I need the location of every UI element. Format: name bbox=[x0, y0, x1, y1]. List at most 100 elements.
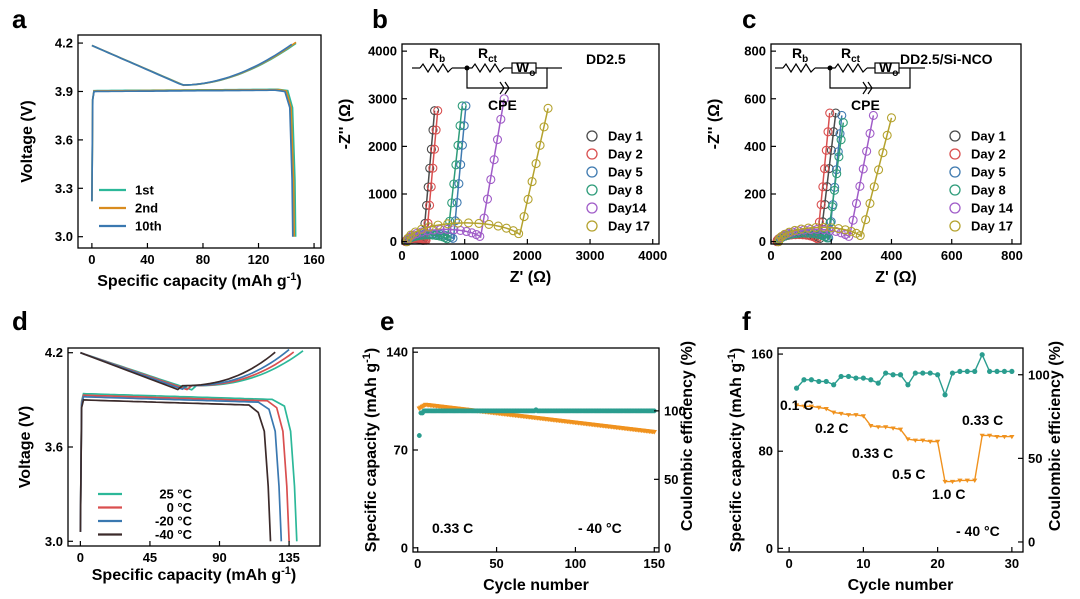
series-point-Day 8 bbox=[832, 169, 842, 179]
y2-tick-label: 0 bbox=[1028, 534, 1035, 549]
series-point-Day 2 bbox=[816, 200, 826, 210]
label-main: W bbox=[879, 59, 893, 75]
series-point-Day 17 bbox=[433, 220, 443, 230]
plot-frame bbox=[67, 347, 321, 547]
x-axis-label: Specific capacity (mAh g-1) bbox=[92, 565, 297, 584]
circuit-label-wo: Wo bbox=[879, 59, 898, 79]
y-axis-label: Specific capacity (mAh g-1) bbox=[361, 348, 380, 553]
y-tick-label: 3000 bbox=[368, 91, 397, 106]
efficiency-point bbox=[860, 375, 866, 381]
legend-label: Day 8 bbox=[608, 183, 643, 198]
panel-label-c: c bbox=[742, 4, 756, 34]
y-axis-label-main: Voltage (V) bbox=[17, 406, 34, 488]
series-point-Day 2 bbox=[428, 163, 438, 173]
legend-marker bbox=[949, 202, 961, 214]
circuit-resistor-rct bbox=[467, 62, 505, 74]
rate-label: 0.2 C bbox=[815, 420, 848, 436]
series-point-Day 17 bbox=[784, 227, 794, 237]
capacity-point bbox=[1009, 434, 1015, 440]
series-point-Day 17 bbox=[531, 159, 541, 169]
x-tick-label: 10 bbox=[856, 556, 870, 571]
series-point-Day 17 bbox=[484, 219, 494, 230]
series-point-Day 14 bbox=[848, 215, 858, 225]
legend-label: Day 1 bbox=[608, 129, 643, 144]
circuit-wire bbox=[466, 67, 548, 89]
panel-c: c 0 200 400 600 800 0 200 400 600 800 Z' (Ω) -Z'' (Ω… bbox=[706, 4, 1023, 286]
series-point-Day14 bbox=[482, 194, 493, 204]
legend-label: Day 5 bbox=[971, 165, 1006, 180]
series-point-Day14 bbox=[496, 114, 506, 124]
series-curve-2nd-charge bbox=[91, 41, 297, 87]
series-point-Day 17 bbox=[882, 130, 892, 140]
legend-marker bbox=[949, 130, 961, 142]
y-axis-label: -Z'' (Ω) bbox=[337, 99, 354, 150]
rate-label: 0.5 C bbox=[892, 466, 925, 482]
rate-label: 1.0 C bbox=[932, 486, 965, 502]
y-tick-label: 0 bbox=[766, 541, 773, 556]
panel-b: b 0 1000 2000 3000 4000 0 1000 2000 3000 4000 Z' (Ω… bbox=[337, 4, 667, 286]
capacity-point bbox=[875, 425, 881, 430]
efficiency-point bbox=[801, 377, 807, 383]
series-point-Day 14 bbox=[868, 110, 878, 120]
plot-frame bbox=[770, 43, 1022, 245]
circuit-wire bbox=[829, 67, 911, 89]
series-point-Day 17 bbox=[869, 182, 879, 192]
series-point-Day 5 bbox=[450, 216, 460, 226]
capacity-point bbox=[816, 405, 822, 411]
series-point-Day 8 bbox=[834, 152, 844, 162]
series-point-Day 17 bbox=[774, 234, 784, 244]
x-axis-label-main: Specific capacity (mAh g bbox=[97, 273, 286, 290]
panel-label-e: e bbox=[380, 306, 394, 336]
series-point-Day 8 bbox=[453, 140, 463, 150]
annotation-temperature: - 40 °C bbox=[956, 523, 1000, 539]
rate-label: 0.1 C bbox=[780, 397, 813, 413]
series-point-Day 17 bbox=[463, 218, 474, 228]
legend-label: Day 2 bbox=[608, 147, 643, 162]
legend-label: Day 5 bbox=[608, 165, 643, 180]
efficiency-point bbox=[927, 370, 933, 376]
series-point-Day14 bbox=[467, 228, 477, 238]
efficiency-point bbox=[1001, 368, 1008, 375]
y-tick-label: 800 bbox=[744, 44, 766, 59]
legend-label: Day 2 bbox=[971, 147, 1006, 162]
series-fit-line-Day 17 bbox=[777, 117, 893, 242]
legend-marker bbox=[949, 148, 961, 160]
series-point-Day14 bbox=[492, 135, 503, 145]
capacity-point bbox=[883, 425, 889, 430]
y-axis-label-sup: -1 bbox=[726, 353, 738, 363]
series-curve-1st-discharge bbox=[91, 88, 297, 237]
series-point-Day 17 bbox=[424, 222, 434, 232]
series-point-Day 2 bbox=[433, 106, 443, 116]
capacity-point bbox=[994, 434, 1000, 440]
y2-tick-label: 50 bbox=[1028, 451, 1042, 466]
legend-label: Day14 bbox=[608, 201, 647, 216]
series-point-Day 17 bbox=[493, 221, 503, 231]
y-tick-label: 0 bbox=[390, 234, 397, 249]
y-axis-label-main: Coulombic efficiency (%) bbox=[1047, 341, 1064, 531]
series-curve-25 °C-discharge bbox=[79, 392, 298, 542]
efficiency-point bbox=[920, 370, 926, 376]
efficiency-point bbox=[808, 377, 815, 383]
capacity-point bbox=[793, 403, 800, 408]
x-axis-label: Cycle number bbox=[483, 577, 589, 594]
series-point-Day 17 bbox=[874, 165, 884, 175]
series-fit-line-Day 1 bbox=[405, 110, 436, 242]
annotation-temperature: - 40 °C bbox=[578, 520, 622, 536]
series-point-Day 17 bbox=[443, 219, 453, 229]
x-tick-label: 400 bbox=[881, 248, 903, 263]
series-point-Day 17 bbox=[527, 177, 537, 187]
series-point-Day 17 bbox=[514, 229, 524, 239]
series-point-Day14 bbox=[404, 232, 415, 242]
series-point-Day 17 bbox=[833, 223, 844, 234]
legend-label: Day 17 bbox=[971, 219, 1013, 234]
panel-label-b: b bbox=[372, 4, 388, 34]
legend-label: -20 °C bbox=[155, 514, 193, 529]
y-tick-label: 70 bbox=[394, 443, 408, 458]
series-point-Day 17 bbox=[796, 224, 806, 234]
x-tick-label: 0 bbox=[88, 252, 95, 267]
plot-frame bbox=[77, 34, 322, 249]
series-point-Day 17 bbox=[410, 227, 420, 237]
efficiency-point bbox=[793, 385, 800, 391]
